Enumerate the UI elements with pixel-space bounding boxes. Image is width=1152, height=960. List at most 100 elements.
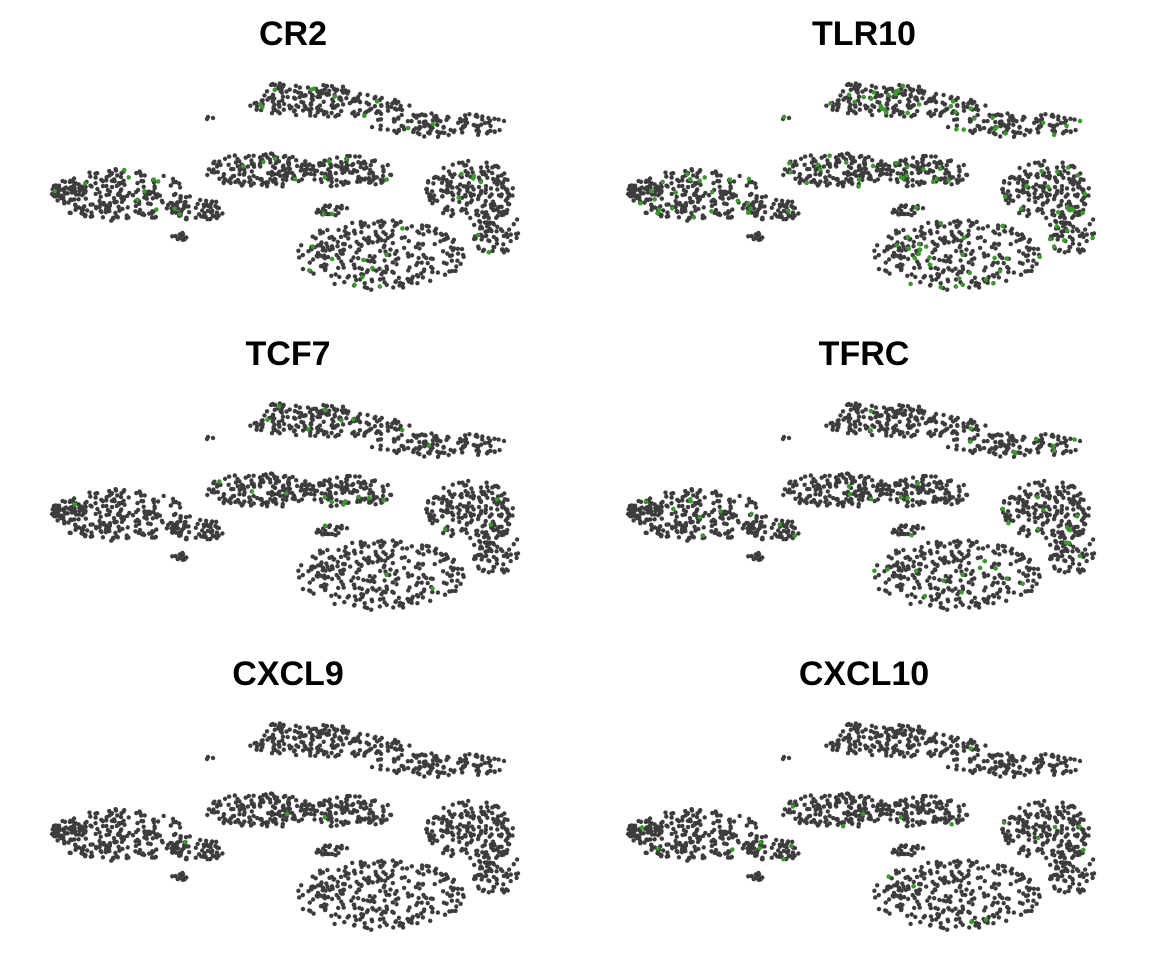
cell-point xyxy=(361,577,366,583)
cell-point xyxy=(352,231,358,236)
cell-point xyxy=(118,494,124,500)
cell-point xyxy=(228,176,233,181)
expressing-cell-point xyxy=(898,175,904,180)
cell-point xyxy=(262,413,267,418)
cell-point xyxy=(514,217,520,222)
expressing-cell-point xyxy=(459,171,464,177)
cell-point xyxy=(415,274,421,279)
cell-point xyxy=(287,103,292,108)
cell-point xyxy=(415,549,420,554)
expressing-cell-point xyxy=(961,127,966,132)
cell-point xyxy=(444,497,449,503)
cell-point xyxy=(334,503,339,508)
cell-point xyxy=(384,267,390,272)
cell-point xyxy=(424,507,429,512)
cell-point xyxy=(713,201,718,206)
cell-point xyxy=(1032,160,1038,165)
cell-point xyxy=(502,177,507,182)
cell-point xyxy=(369,287,374,292)
cell-point xyxy=(480,234,485,239)
cell-point xyxy=(444,510,450,515)
cell-point xyxy=(1002,229,1008,234)
cell-point xyxy=(1003,197,1009,203)
cell-point xyxy=(370,240,375,245)
cell-point xyxy=(1006,201,1011,206)
cell-point xyxy=(380,164,385,169)
cell-point xyxy=(874,168,879,173)
cell-point xyxy=(955,415,960,421)
expressing-cell-point xyxy=(652,197,657,202)
cell-point xyxy=(910,178,915,183)
cell-point xyxy=(920,163,925,168)
cell-point xyxy=(385,447,390,452)
cell-point xyxy=(462,123,467,129)
cell-point xyxy=(947,221,953,226)
expressing-cell-point xyxy=(362,113,367,118)
cell-point xyxy=(897,212,902,217)
cell-point xyxy=(322,582,327,587)
cell-point xyxy=(355,179,360,184)
cell-point xyxy=(205,492,210,498)
cell-point xyxy=(202,211,207,216)
cell-point xyxy=(205,208,210,214)
cell-point xyxy=(356,576,361,581)
cell-point xyxy=(431,513,437,518)
cell-point xyxy=(952,219,957,224)
cell-point xyxy=(390,580,395,585)
cell-point xyxy=(336,210,341,216)
cell-point xyxy=(393,279,399,284)
cell-point xyxy=(262,93,267,98)
cell-point xyxy=(448,492,453,497)
cell-point xyxy=(644,197,650,202)
cell-point xyxy=(396,595,402,600)
cell-point xyxy=(269,489,275,495)
cell-point xyxy=(873,85,879,90)
cell-point xyxy=(93,495,98,500)
cell-point xyxy=(280,184,285,189)
cell-point xyxy=(791,169,796,175)
cell-point xyxy=(444,190,450,195)
cell-point xyxy=(326,114,331,119)
cell-point xyxy=(1017,125,1022,130)
cell-point xyxy=(722,191,727,197)
cell-point xyxy=(242,170,247,175)
cell-point xyxy=(67,530,72,535)
cell-point xyxy=(313,236,318,241)
cell-point xyxy=(910,155,916,160)
cell-point xyxy=(969,257,975,262)
cell-point xyxy=(417,433,422,438)
cell-point xyxy=(325,227,330,233)
cell-point xyxy=(210,435,216,441)
cell-point xyxy=(1077,250,1083,255)
cell-point xyxy=(377,266,382,271)
cell-point xyxy=(505,190,510,196)
cell-point xyxy=(122,487,127,493)
cell-point xyxy=(421,232,426,237)
cell-point xyxy=(320,230,326,235)
cell-point xyxy=(368,483,373,488)
cell-point xyxy=(352,594,358,599)
cell-point xyxy=(404,546,410,551)
cell-point xyxy=(1061,175,1066,180)
cell-point xyxy=(109,504,115,510)
cell-point xyxy=(1001,180,1007,185)
cell-point xyxy=(320,482,325,487)
cell-point xyxy=(268,471,274,476)
cell-point xyxy=(934,164,939,170)
cell-point xyxy=(400,546,405,551)
cell-point xyxy=(368,163,373,168)
cell-point xyxy=(1056,234,1061,239)
cell-point xyxy=(1053,218,1058,224)
cell-point xyxy=(401,124,406,129)
cell-point xyxy=(450,208,455,213)
expressing-cell-point xyxy=(746,210,751,215)
cell-point xyxy=(635,196,640,201)
cell-point xyxy=(183,515,189,520)
cell-point xyxy=(981,119,987,124)
cell-point xyxy=(202,524,207,529)
cell-point xyxy=(935,272,940,277)
cell-point xyxy=(198,517,203,523)
cell-point xyxy=(440,194,445,199)
cell-point xyxy=(440,497,446,502)
cell-point xyxy=(136,210,141,216)
